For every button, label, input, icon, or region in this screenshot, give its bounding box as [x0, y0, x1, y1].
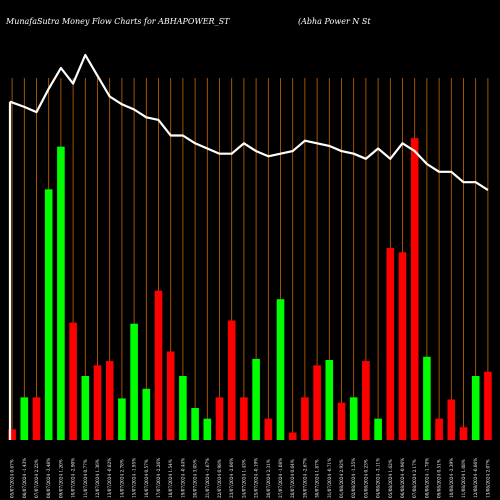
volume-bar — [264, 418, 273, 440]
date-label: 30/07/2024 1.87% — [315, 459, 320, 498]
volume-bar — [276, 299, 285, 440]
volume-bar — [374, 418, 382, 440]
date-labels: 05/07/2024 0.67% 06/07/2024 -1.43% 07/07/2… — [10, 458, 491, 498]
date-label: 13/08/2024 2.07% — [485, 459, 490, 498]
date-label: 20/07/2024 3.05% — [193, 459, 198, 498]
price-line — [8, 53, 489, 440]
volume-bar — [130, 323, 138, 440]
volume-bar — [337, 402, 346, 440]
volume-bar — [20, 397, 29, 440]
date-label: 08/07/2024 -3.48% — [46, 458, 51, 498]
volume-bar — [386, 248, 395, 440]
chart-title: MunafaSutra Money Flow Charts for ABHAPO… — [5, 17, 230, 26]
volume-bar — [252, 358, 260, 440]
date-label: 07/07/2024 2.22% — [34, 459, 39, 498]
volume-bar — [288, 432, 297, 440]
volume-bar — [166, 351, 175, 440]
volume-bar — [8, 429, 16, 440]
date-label: 16/07/2024 0.57% — [144, 459, 149, 498]
volume-bar — [191, 408, 199, 440]
volume-bar — [105, 361, 114, 440]
date-label: 23/07/2024 -2.06% — [229, 458, 234, 498]
date-label: 11/07/2024 0.77% — [83, 459, 88, 498]
date-label: 28/07/2024 0.64% — [290, 459, 295, 498]
price-line-path — [9, 53, 489, 191]
date-label: 25/07/2024 -0.19% — [254, 458, 259, 498]
date-label: 15/07/2024 -1.95% — [132, 458, 137, 498]
volume-bar — [484, 371, 492, 440]
date-label: 09/08/2024 0.51% — [437, 459, 442, 498]
date-label: 13/07/2024 -0.82% — [107, 458, 112, 498]
volume-bar — [142, 388, 151, 440]
volume-bar — [154, 290, 163, 440]
date-label: 09/07/2024 1.20% — [58, 459, 63, 498]
volume-bar — [118, 398, 126, 440]
date-label: 11/08/2024 1.08% — [461, 459, 466, 498]
date-label: 03/08/2024 0.23% — [363, 459, 368, 498]
date-label: 12/08/2024 -0.66% — [473, 458, 478, 498]
company-name: (Abha Power N St — [298, 17, 371, 26]
volume-bar — [313, 365, 321, 440]
date-label: 02/08/2024 -1.35% — [351, 458, 356, 498]
date-label: 06/08/2024 -0.96% — [400, 458, 405, 498]
volume-bar — [179, 376, 187, 440]
date-label: 08/08/2024 -1.78% — [424, 458, 429, 498]
volume-bar — [69, 322, 77, 440]
date-label: 21/07/2024 -1.67% — [205, 458, 210, 498]
volume-bar — [410, 138, 419, 440]
volume-bar — [349, 397, 358, 440]
date-label: 10/07/2024 -2.90% — [71, 458, 76, 498]
volume-bar — [44, 189, 53, 440]
volume-bar — [447, 399, 456, 440]
date-label: 26/07/2024 2.31% — [266, 459, 271, 498]
date-label: 29/07/2024 -2.67% — [302, 458, 307, 498]
volume-bar — [57, 146, 65, 440]
date-label: 04/08/2024 -3.11% — [376, 458, 381, 498]
date-label: 12/07/2024 1.36% — [95, 459, 100, 498]
volume-bar — [459, 427, 468, 440]
date-label: 17/07/2024 -2.26% — [156, 458, 161, 498]
volume-bar — [215, 397, 224, 440]
volume-bars — [8, 138, 492, 440]
date-label: 22/07/2024 0.98% — [217, 459, 222, 498]
date-label: 24/07/2024 1.43% — [241, 459, 246, 498]
date-label: 27/07/2024 -1.08% — [278, 458, 283, 498]
date-label: 14/07/2024 2.78% — [119, 459, 124, 498]
volume-bar — [240, 397, 248, 440]
date-label: 10/08/2024 -2.39% — [449, 458, 454, 498]
volume-bar — [32, 397, 41, 440]
date-label: 06/07/2024 -1.43% — [22, 458, 27, 498]
date-label: 19/07/2024 -0.44% — [180, 458, 185, 498]
date-label: 05/07/2024 0.67% — [10, 459, 15, 498]
volume-bar — [435, 418, 443, 440]
volume-bar — [325, 360, 334, 440]
volume-bar — [471, 376, 480, 440]
volume-bar — [227, 320, 236, 440]
volume-bar — [301, 397, 309, 440]
volume-bar — [362, 361, 370, 440]
date-label: 05/08/2024 1.62% — [388, 459, 393, 498]
date-label: 07/08/2024 2.17% — [412, 459, 417, 498]
volume-bar — [398, 252, 407, 440]
volume-bar — [81, 376, 90, 440]
date-label: 31/07/2024 -0.71% — [327, 458, 332, 498]
date-label: 01/08/2024 2.92% — [339, 459, 344, 498]
volume-bar — [93, 365, 102, 440]
date-label: 18/07/2024 1.54% — [168, 459, 173, 498]
volume-bar — [423, 356, 431, 440]
volume-bar — [203, 418, 212, 440]
